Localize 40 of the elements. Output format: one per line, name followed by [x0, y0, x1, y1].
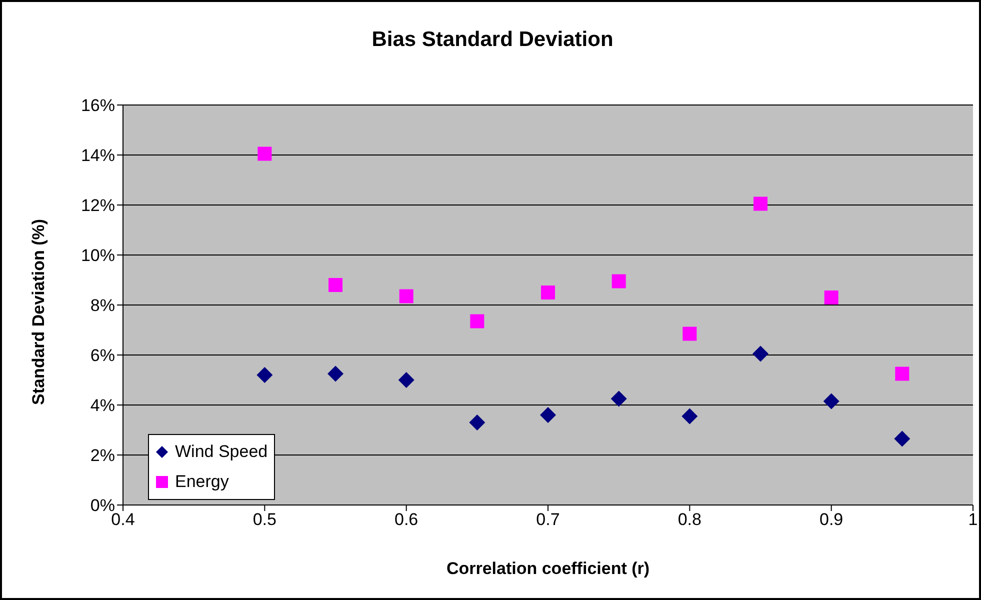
y-tick-label: 4%	[90, 396, 115, 416]
point	[824, 290, 838, 304]
y-tick-label: 2%	[90, 446, 115, 466]
y-tick-label: 16%	[80, 96, 115, 116]
x-tick-label: 0.8	[678, 510, 702, 530]
x-tick-label: 1	[968, 510, 978, 530]
point	[612, 274, 626, 288]
y-tick-label: 8%	[90, 296, 115, 316]
chart-title: Bias Standard Deviation	[370, 28, 614, 52]
x-axis-title: Correlation coefficient (r)	[446, 559, 650, 578]
point	[754, 196, 768, 211]
x-tick-label: 0.4	[111, 510, 135, 530]
point	[682, 326, 697, 341]
x-tick-label: 0.6	[394, 510, 418, 530]
y-axis-title: Standard Deviation (%)	[29, 218, 48, 405]
x-tick-label: 0.5	[252, 510, 276, 530]
point	[399, 289, 414, 304]
point	[682, 408, 698, 424]
point	[328, 366, 344, 382]
point	[258, 146, 272, 161]
x-tick-label: 0.9	[820, 510, 844, 530]
point	[540, 407, 556, 423]
point	[256, 367, 273, 383]
legend-label: Wind Speed	[175, 441, 268, 463]
point	[752, 346, 768, 362]
y-tick-label: 6%	[90, 346, 115, 366]
point	[541, 286, 555, 300]
point	[470, 314, 484, 328]
y-tick-label: 10%	[80, 246, 115, 266]
y-tick-label: 12%	[80, 196, 115, 216]
point	[894, 430, 910, 447]
y-tick-label: 14%	[80, 146, 115, 166]
point	[823, 393, 840, 410]
legend-label: Energy	[175, 471, 229, 493]
point	[610, 390, 627, 407]
point	[328, 278, 342, 292]
point	[469, 414, 486, 430]
point	[895, 366, 910, 381]
point	[398, 372, 414, 388]
x-tick-label: 0.7	[536, 510, 560, 530]
